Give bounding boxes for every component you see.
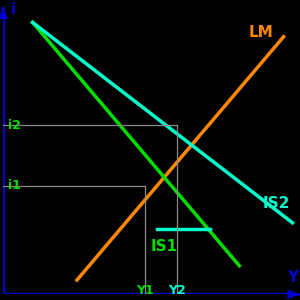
Text: i: i (11, 2, 16, 17)
Text: i2: i2 (8, 119, 20, 132)
Text: Y: Y (287, 269, 298, 284)
Text: Y1: Y1 (136, 284, 154, 297)
Text: IS2: IS2 (263, 196, 290, 211)
Text: i1: i1 (8, 179, 20, 192)
Text: LM: LM (248, 25, 273, 40)
Text: Y2: Y2 (168, 284, 186, 297)
Text: IS1: IS1 (151, 239, 178, 254)
